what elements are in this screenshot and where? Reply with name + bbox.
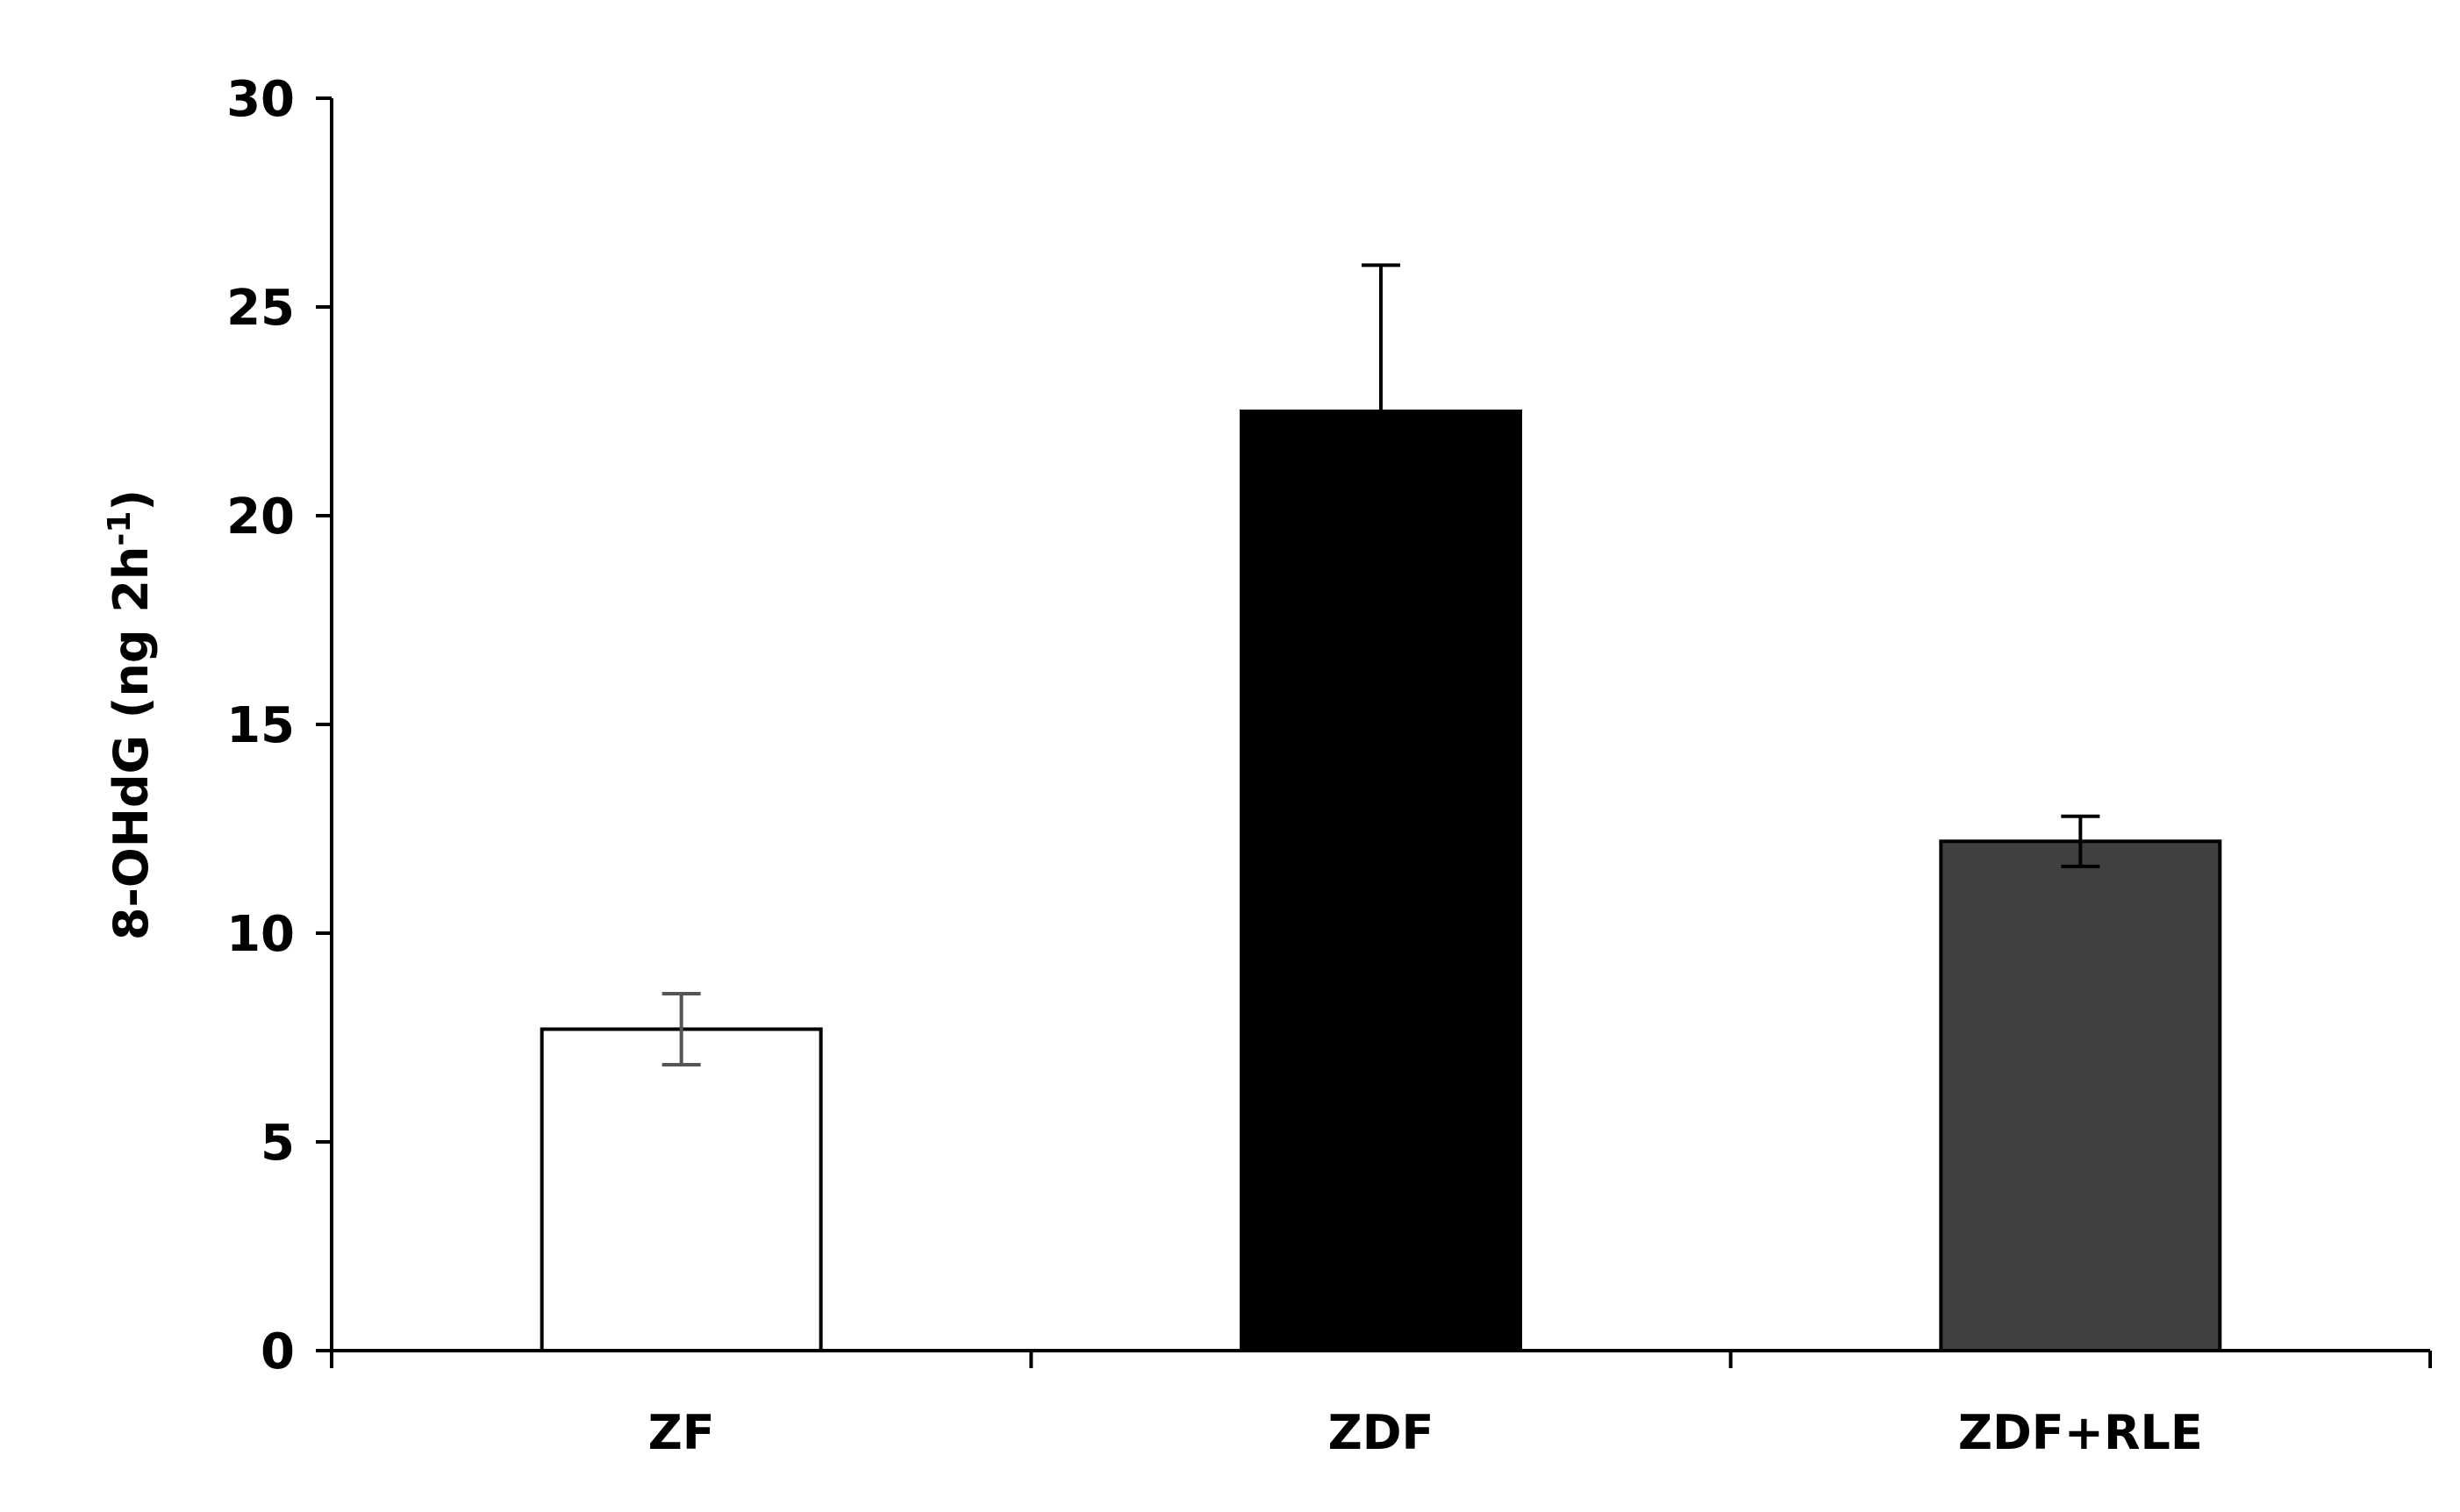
y-tick-label: 30	[226, 71, 295, 128]
x-category-label: ZDF	[1328, 1405, 1434, 1460]
y-tick-label: 0	[261, 1323, 295, 1380]
y-axis-ticks: 0 5 10 15 20 25 30	[226, 71, 332, 1380]
bar-zf	[540, 1027, 823, 1352]
y-axis-title: 8-OHdG (ng 2h-1)	[102, 489, 159, 940]
y-tick-label: 15	[226, 697, 295, 754]
error-bar	[2061, 814, 2100, 868]
bars	[540, 410, 2222, 1352]
bar-zdf-rle	[1939, 839, 2222, 1352]
bar-zdf	[1240, 410, 1522, 1352]
x-axis-category-labels: ZF ZDF ZDF+RLE	[648, 1405, 2203, 1460]
x-axis-ticks	[330, 1351, 2432, 1368]
y-tick-label: 5	[261, 1115, 295, 1172]
x-category-label: ZDF+RLE	[1958, 1405, 2203, 1460]
y-tick-label: 20	[226, 489, 295, 546]
x-category-label: ZF	[648, 1405, 715, 1460]
error-bars	[661, 263, 2100, 1066]
axes	[330, 98, 2430, 1352]
error-bar	[661, 992, 701, 1066]
y-tick-label: 25	[226, 280, 295, 337]
y-tick-label: 10	[226, 906, 295, 963]
error-bar	[1362, 263, 1400, 560]
